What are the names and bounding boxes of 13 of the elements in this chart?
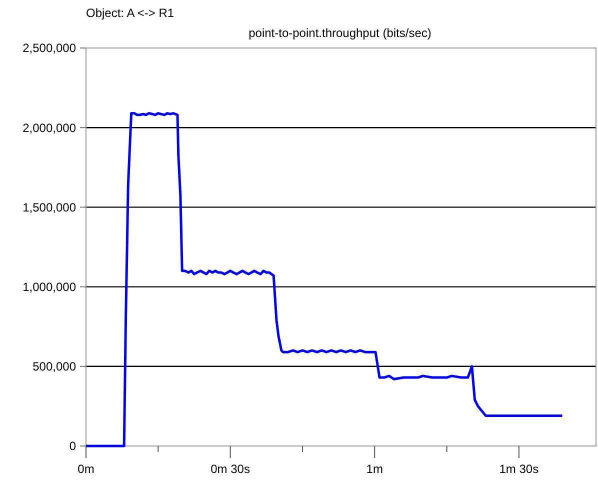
chart-subtitle: point-to-point.throughput (bits/sec): [248, 26, 432, 40]
x-tick-label: 0m: [78, 462, 94, 476]
x-tick-label: 1m: [366, 462, 383, 476]
x-tick-label: 0m 30s: [210, 462, 250, 476]
y-tick-label: 2,500,000: [22, 41, 76, 56]
chart-title: Object: A <-> R1: [86, 6, 174, 20]
y-tick-label: 500,000: [32, 360, 76, 374]
y-tick-label: 1,500,000: [22, 200, 76, 214]
y-tick-label: 0: [69, 439, 76, 454]
line-series: [84, 112, 564, 448]
y-tick-label: 2,000,000: [22, 120, 76, 135]
x-tick-label: 1m 30s: [499, 462, 539, 476]
y-tick-label: 1,000,000: [22, 280, 76, 294]
